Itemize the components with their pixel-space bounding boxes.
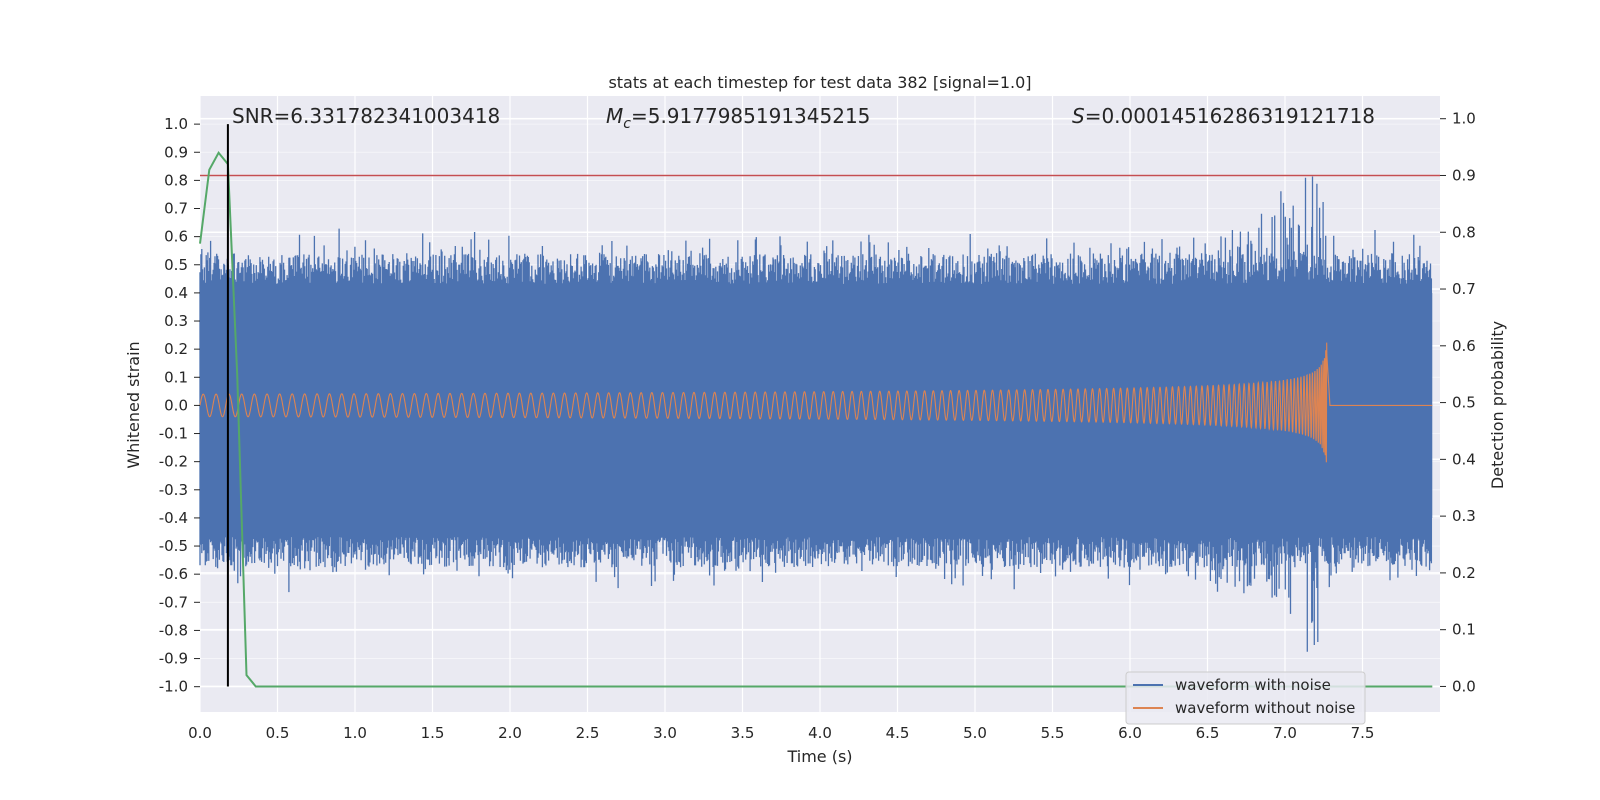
x-tick-label: 1.0: [343, 724, 367, 742]
x-tick-label: 4.5: [886, 724, 910, 742]
y-tick-label: 0.7: [164, 200, 188, 218]
y-tick-label: 0.6: [164, 228, 188, 246]
y-tick-label: 0.1: [164, 368, 188, 386]
right-tick-label: 0.2: [1452, 564, 1476, 582]
y-tick-label: -0.5: [159, 537, 188, 555]
chart-title: stats at each timestep for test data 382…: [608, 73, 1031, 92]
y-tick-label: -0.3: [159, 481, 188, 499]
x-tick-label: 7.5: [1351, 724, 1375, 742]
x-axis-ticks: 0.0 0.5 1.0 1.5 2.0 2.5 3.0 3.5 4.0 4.5 5.0 5.5 6.0 6…: [188, 724, 1374, 742]
chirp-mass-annotation: Mc=5.9177985191345215: [606, 104, 870, 132]
right-tick-label: 1.0: [1452, 110, 1476, 128]
legend-label-noisy: waveform with noise: [1175, 676, 1331, 694]
y-tick-label: 0.9: [164, 143, 188, 161]
right-tick-label: 0.4: [1452, 450, 1476, 468]
right-tick-label: 0.5: [1452, 394, 1476, 412]
x-tick-label: 5.0: [963, 724, 987, 742]
legend: waveform with noise waveform without noi…: [1125, 671, 1366, 725]
x-tick-label: 6.5: [1196, 724, 1220, 742]
x-tick-label: 2.5: [576, 724, 600, 742]
y-tick-label: -0.2: [159, 453, 188, 471]
s-symbol: S: [1072, 104, 1085, 128]
legend-label-clean: waveform without noise: [1175, 699, 1355, 717]
y-tick-label: 1.0: [164, 115, 188, 133]
x-tick-label: 3.5: [731, 724, 755, 742]
x-tick-label: 3.0: [653, 724, 677, 742]
y-tick-label: -0.9: [159, 650, 188, 668]
legend-box: [1125, 671, 1366, 725]
y-tick-label: 0.0: [164, 396, 188, 414]
x-tick-label: 0.5: [266, 724, 290, 742]
y-tick-label: 0.8: [164, 171, 188, 189]
detection-probability-line: [199, 151, 1433, 688]
x-tick-label: 6.0: [1118, 724, 1142, 742]
right-tick-label: 0.3: [1452, 507, 1476, 525]
y-tick-label: 0.3: [164, 312, 188, 330]
s-annotation: S=0.00014516286319121718: [1072, 104, 1375, 128]
x-tick-label: 2.0: [498, 724, 522, 742]
snr-annotation: SNR=6.331782341003418: [232, 104, 500, 128]
y-tick-label: 0.2: [164, 340, 188, 358]
y-axis-label: Whitened strain: [124, 341, 143, 468]
y-tick-label: -0.1: [159, 425, 188, 443]
y-tick-label: -0.6: [159, 565, 188, 583]
x-axis-label: Time (s): [786, 747, 852, 766]
right-tick-label: 0.0: [1452, 677, 1476, 695]
chirp-mass-subscript: c: [623, 116, 631, 132]
y-tick-label: 0.5: [164, 256, 188, 274]
right-tick-label: 0.9: [1452, 166, 1476, 184]
right-axis-label: Detection probability: [1488, 321, 1507, 489]
x-tick-label: 4.0: [808, 724, 832, 742]
x-tick-label: 1.5: [421, 724, 445, 742]
chirp-mass-value: =5.9177985191345215: [631, 104, 870, 128]
y-tick-label: 0.4: [164, 284, 188, 302]
right-tick-label: 0.6: [1452, 337, 1476, 355]
y-axis-ticks: 1.0 0.9 0.8 0.7 0.6 0.5 0.4 0.3 0.2 0.1 0.0 -0.1 -0.…: [159, 115, 200, 696]
right-axis-ticks: 1.0 0.9 0.8 0.7 0.6 0.5 0.4 0.3 0.2 0.1 0.0: [1440, 110, 1476, 695]
x-tick-label: 7.0: [1273, 724, 1297, 742]
s-value: =0.00014516286319121718: [1085, 104, 1375, 128]
clean-waveform-line: [199, 342, 1433, 463]
right-tick-label: 0.8: [1452, 223, 1476, 241]
y-tick-label: -0.7: [159, 593, 188, 611]
right-tick-label: 0.7: [1452, 280, 1476, 298]
x-tick-label: 5.5: [1041, 724, 1065, 742]
chirp-mass-symbol: M: [606, 104, 623, 128]
clean-waveform-series: [199, 342, 1433, 463]
y-tick-label: -1.0: [159, 678, 188, 696]
y-tick-label: -0.8: [159, 621, 188, 639]
x-tick-label: 0.0: [188, 724, 212, 742]
y-tick-label: -0.4: [159, 509, 188, 527]
right-tick-label: 0.1: [1452, 621, 1476, 639]
